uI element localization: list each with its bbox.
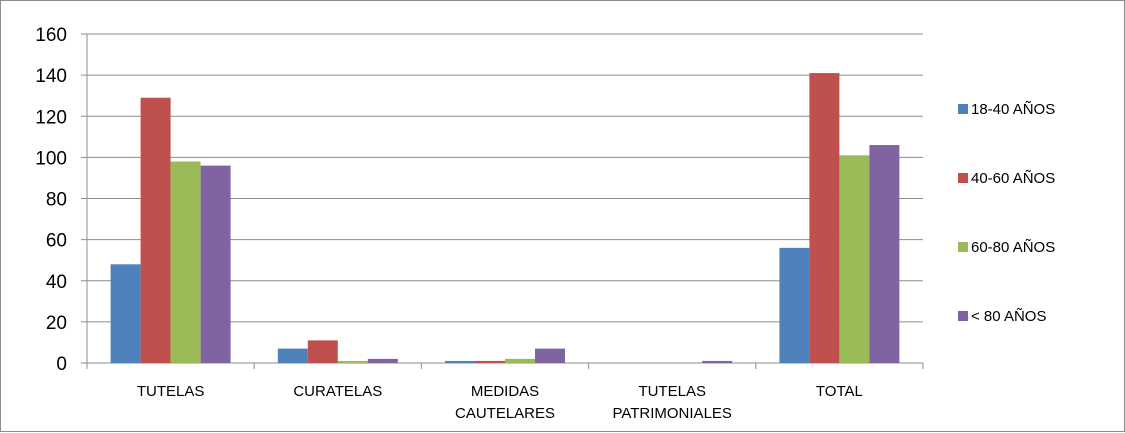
bar [337,360,368,363]
x-category-label: TOTAL [816,383,863,400]
bar [445,360,475,363]
y-tick-label: 60 [46,231,67,252]
legend-label: 40-60 AÑOS [971,170,1055,187]
x-axis-category-labels: TUTELAS CURATELAS MEDIDAS CAUTELARES TUTELAS… [137,383,863,422]
legend-swatch [958,242,968,252]
bar [110,264,141,363]
x-category-label: CURATELAS [293,383,382,400]
x-category-label: TUTELAS [638,383,706,400]
legend-swatch [958,311,968,321]
x-category-label: TUTELAS [137,383,205,400]
bar [200,165,231,363]
y-tick-label: 80 [46,190,67,211]
bar [307,340,338,363]
bar [535,348,565,363]
legend-swatch [958,173,968,183]
bar [869,145,900,363]
legend-label: 18-40 AÑOS [971,101,1055,118]
y-tick-label: 40 [46,272,67,293]
bar [779,247,810,363]
bar [475,360,505,363]
x-category-label: PATRIMONIALES [612,405,731,422]
legend-label: < 80 AÑOS [971,308,1046,325]
bar [809,73,840,363]
y-tick-label: 100 [35,148,67,169]
legend-label: 60-80 AÑOS [971,239,1055,256]
bar [839,155,870,363]
legend: 18-40 AÑOS 40-60 AÑOS 60-80 AÑOS < 80 AÑOS [958,101,1055,325]
x-category-label: CAUTELARES [455,405,555,422]
bar [277,348,308,363]
y-tick-label: 160 [35,25,67,46]
y-tick-label: 20 [46,313,67,334]
legend-swatch [958,104,968,114]
y-tick-label: 0 [56,354,67,375]
y-tick-label: 120 [35,107,67,128]
y-axis-tick-labels: 0 20 40 60 80 100 120 140 160 [35,25,67,375]
bar [170,161,201,363]
bar [367,358,398,363]
bar [505,358,535,363]
bar [140,97,171,364]
bar [702,360,733,363]
x-category-label: MEDIDAS [471,383,539,400]
bars [110,73,900,364]
y-tick-label: 140 [35,66,67,87]
